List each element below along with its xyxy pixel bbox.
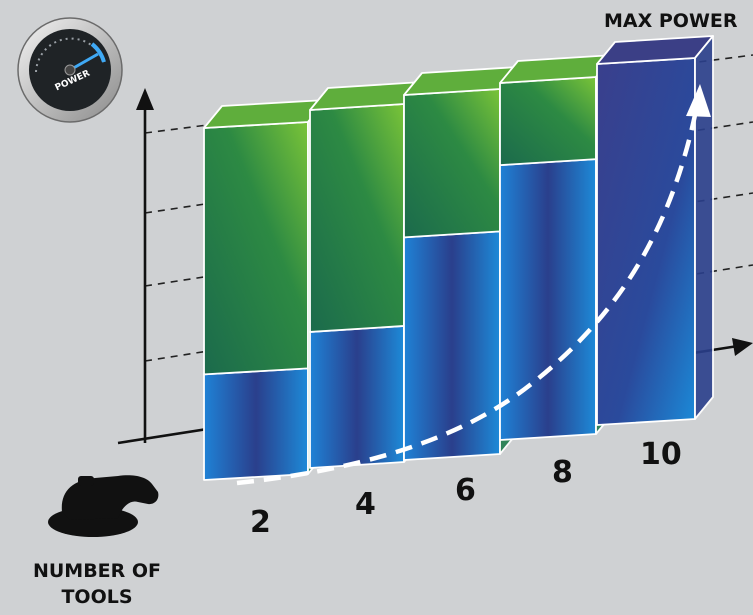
bar-power-segment <box>309 325 405 469</box>
bar-power-segment <box>499 158 597 441</box>
x-tick-label: 8 <box>552 455 573 490</box>
bar-power-segment <box>203 367 309 481</box>
x-tick-label: 2 <box>250 505 271 540</box>
bar-unused-segment <box>203 121 309 376</box>
bar-power-segment <box>403 230 501 461</box>
sander-tool-icon <box>48 475 159 537</box>
bar-unused-segment <box>309 103 405 333</box>
x-tick-label: 6 <box>455 473 476 508</box>
growth-curve <box>236 114 698 486</box>
bar-side-face <box>694 35 714 420</box>
power-gauge-icon <box>17 17 123 123</box>
bar-unused-segment <box>403 88 501 239</box>
x-tick-label: 4 <box>355 487 376 522</box>
x-axis-title: NUMBER OF TOOLS <box>32 560 162 608</box>
curve-arrowhead <box>686 84 711 117</box>
y-axis-title: MAX POWER <box>604 10 738 32</box>
bar-unused-segment <box>499 76 597 167</box>
bar-power-segment <box>596 57 696 426</box>
x-tick-label: 10 <box>640 437 682 472</box>
